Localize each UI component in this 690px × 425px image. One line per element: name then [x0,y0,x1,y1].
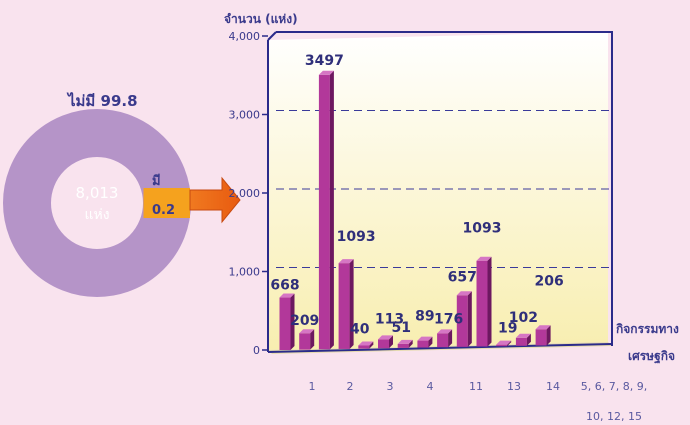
bar-side [507,340,512,347]
bar-top [338,259,354,264]
x-axis-categories: 1 2 3 4 11 13 14 5, 6, 7, 8, 9, 10, 12, 15 [309,380,648,423]
bar [299,333,311,350]
donut-have-value: 0.2 [152,203,175,218]
data-label: 51 [391,320,410,336]
bar-top [397,339,413,344]
y-axis-ticks: 0 1,000 2,000 3,000 4,000 [229,30,268,357]
donut-have-label: มี [152,173,161,189]
bar-side [526,333,531,346]
bar-side [349,259,354,349]
y-tick-label: 2,000 [229,187,261,200]
bar-top [535,325,551,330]
data-label: 1093 [463,221,502,237]
data-label: 176 [434,311,463,327]
x-axis-title-line2: เศรษฐกิจ [628,349,675,364]
bar [417,340,429,348]
bar-top [476,256,492,261]
bar-top [318,70,334,75]
x-category-label: 1 [309,380,316,393]
bar-side [546,325,551,346]
bar-side [408,339,413,348]
donut-title: ไม่มี 99.8 [66,91,138,110]
x-category-label: 13 [507,380,521,393]
bar [496,344,508,347]
bar-top [279,293,295,298]
bar-top [437,329,453,334]
data-label: 657 [448,269,477,285]
bar [318,74,330,350]
arrow-icon [189,176,241,224]
bar [437,333,449,348]
x-category-label: 5, 6, 7, 8, 9, [581,380,647,393]
data-label: 102 [509,310,538,326]
bar-side [487,256,492,347]
x-axis-line [267,343,613,353]
bar-side [389,335,393,349]
x-category-label: 10, 12, 15 [586,410,642,423]
bar-top [456,291,472,296]
bar [515,337,527,346]
bar-top [417,336,433,341]
data-label: 40 [350,321,370,337]
x-category-label: 14 [546,380,560,393]
x-category-label: 2 [347,380,354,393]
bar-side [467,291,472,347]
donut-center-value: 8,013 [76,184,119,202]
bar [397,343,409,348]
data-label: 1093 [337,229,376,245]
donut-slice-have [143,188,190,218]
data-label: 19 [498,321,517,337]
bar [476,260,488,347]
y-axis-title: จำนวน (แห่ง) [224,12,298,26]
bar [279,297,291,350]
y-tick-label: 4,000 [229,30,261,43]
bar-top [358,341,374,346]
x-axis-title-line1: กิจกรรมทาง [616,322,679,336]
data-label: 113 [375,311,404,327]
x-category-label: 4 [427,380,434,393]
bar-top [299,329,315,334]
data-label: 668 [270,278,299,294]
y-tick-label: 0 [253,344,260,357]
bar-top [496,340,512,345]
bar-side [290,293,295,350]
bars [279,70,551,350]
donut-center-unit: แห่ง [84,207,109,223]
y-tick-label: 1,000 [229,266,261,279]
y-tick-label: 3,000 [229,109,261,122]
bar-top [378,335,393,340]
x-category-label: 3 [387,380,394,393]
bar-side [428,336,433,348]
plot-frame [276,31,613,346]
bar-side [448,329,453,348]
data-label: 3497 [305,53,344,69]
bar-top [515,333,531,338]
bar-side [310,329,315,350]
bar [456,295,468,347]
bar [378,339,389,349]
bar-side [329,70,334,350]
data-label: 209 [290,313,319,329]
data-label: 89 [415,309,434,325]
bar [358,345,370,349]
bar [535,329,547,346]
data-label: 206 [534,273,563,289]
donut-chart: ไม่มี 99.8 8,013 แห่ง มี 0.2 [3,91,191,297]
bar [338,263,350,349]
bar-side [369,341,374,349]
x-category-label: 11 [469,380,483,393]
